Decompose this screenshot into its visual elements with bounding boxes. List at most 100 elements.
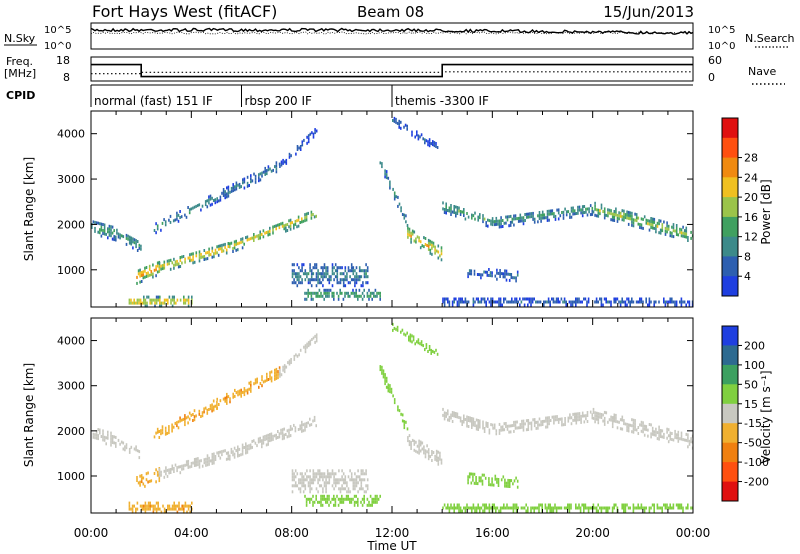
power-echo-cell bbox=[531, 297, 534, 301]
power-echo-cell bbox=[227, 188, 230, 192]
power-echo-cell bbox=[339, 291, 341, 295]
power-colorbar-tick-label: 12 bbox=[744, 231, 758, 244]
power-echo-cell bbox=[286, 223, 289, 226]
velocity-colorbar-tick-label: -50 bbox=[744, 437, 762, 450]
power-echo-cell bbox=[306, 275, 308, 279]
power-echo-cell bbox=[666, 230, 668, 234]
power-echo-cell bbox=[103, 223, 106, 227]
velocity-echo-cell bbox=[683, 438, 686, 442]
velocity-echo-cell bbox=[546, 419, 549, 423]
velocity-echo-cell bbox=[211, 458, 214, 462]
date-title: 15/Jun/2013 bbox=[603, 3, 694, 21]
velocity-echo-cell bbox=[458, 503, 460, 507]
power-echo-cell bbox=[242, 178, 244, 182]
power-echo-cell bbox=[629, 217, 632, 221]
power-echo-cell bbox=[491, 217, 494, 221]
power-echo-cell bbox=[226, 192, 228, 196]
power-echo-cell bbox=[352, 278, 355, 282]
velocity-echo-cell bbox=[304, 347, 307, 351]
power-echo-cell bbox=[393, 197, 396, 201]
velocity-echo-cell bbox=[245, 445, 247, 449]
velocity-echo-cell bbox=[355, 481, 358, 485]
power-echo-cell bbox=[397, 195, 399, 199]
power-echo-cell bbox=[103, 229, 106, 233]
power-echo-cell bbox=[474, 211, 476, 215]
power-echo-cell bbox=[125, 242, 128, 246]
velocity-echo-cell bbox=[257, 437, 260, 441]
power-echo-band bbox=[116, 228, 142, 252]
velocity-echo-cell bbox=[171, 426, 173, 430]
power-echo-cell bbox=[281, 224, 284, 228]
power-echo-cell bbox=[458, 297, 460, 301]
velocity-echo-cell bbox=[272, 434, 274, 438]
power-echo-cell bbox=[347, 266, 350, 270]
power-echo-cell bbox=[357, 297, 359, 301]
velocity-echo-cell bbox=[219, 399, 222, 403]
velocity-echo-cell bbox=[447, 503, 449, 507]
power-echo-cell bbox=[170, 301, 172, 305]
velocity-echo-cell bbox=[485, 424, 487, 428]
power-echo-cell bbox=[161, 221, 164, 225]
velocity-echo-cell bbox=[314, 340, 316, 344]
power-echo-cell bbox=[440, 246, 443, 250]
velocity-echo-cell bbox=[241, 449, 244, 453]
velocity-echo-cell bbox=[296, 354, 299, 358]
power-echo-cell bbox=[155, 268, 157, 272]
power-echo-cell bbox=[685, 232, 688, 236]
power-echo-cell bbox=[483, 217, 486, 221]
velocity-echo-cell bbox=[187, 415, 189, 419]
velocity-echo-cell bbox=[416, 444, 419, 448]
power-echo-cell bbox=[651, 223, 654, 227]
velocity-echo-cell bbox=[360, 487, 363, 491]
velocity-echo-cell bbox=[265, 437, 268, 441]
power-echo-cell bbox=[344, 278, 347, 282]
power-echo-cell bbox=[595, 214, 598, 218]
power-echo-cell bbox=[144, 298, 147, 302]
power-echo-cell bbox=[477, 218, 479, 222]
power-echo-cell bbox=[578, 208, 581, 212]
velocity-echo-cell bbox=[505, 481, 508, 485]
velocity-echo-cell bbox=[336, 481, 339, 485]
power-echo-cell bbox=[424, 141, 426, 145]
power-echo-cell bbox=[163, 263, 166, 267]
power-echo-cell bbox=[315, 214, 317, 218]
velocity-echo-cell bbox=[677, 433, 680, 437]
power-echo-cell bbox=[562, 210, 565, 214]
velocity-echo-cell bbox=[293, 475, 295, 479]
power-echo-cell bbox=[581, 300, 583, 304]
power-echo-cell bbox=[616, 219, 619, 223]
velocity-colorbar-frame bbox=[721, 325, 739, 502]
velocity-echo-cell bbox=[310, 487, 313, 491]
velocity-echo-cell bbox=[241, 443, 244, 447]
velocity-echo-cell bbox=[229, 457, 231, 461]
power-echo-cell bbox=[99, 231, 101, 235]
power-echo-cell bbox=[229, 245, 231, 249]
velocity-echo-cell bbox=[309, 500, 311, 504]
velocity-echo-cell bbox=[586, 411, 589, 414]
velocity-echo-cell bbox=[226, 401, 228, 405]
power-echo-cell bbox=[307, 134, 310, 138]
power-echo-cell bbox=[152, 275, 154, 279]
velocity-echo-cell bbox=[95, 433, 98, 437]
velocity-echo-cell bbox=[165, 472, 167, 476]
power-echo-cell bbox=[288, 219, 290, 223]
power-echo-cell bbox=[190, 258, 193, 262]
velocity-echo-cell bbox=[346, 481, 348, 485]
velocity-echo-cell bbox=[253, 439, 255, 443]
velocity-echo-cell bbox=[556, 418, 558, 422]
velocity-echo-cell bbox=[171, 429, 173, 433]
power-echo-cell bbox=[310, 210, 313, 214]
power-echo-cell bbox=[499, 272, 501, 275]
power-echo-cell bbox=[318, 278, 321, 282]
power-echo-cell bbox=[163, 266, 166, 270]
power-echo-cell bbox=[368, 294, 370, 298]
power-echo-cell bbox=[310, 272, 313, 276]
power-echo-cell bbox=[520, 300, 523, 304]
power-echo-cell bbox=[241, 237, 244, 241]
velocity-echo-cell bbox=[611, 419, 614, 423]
power-echo-cell bbox=[161, 264, 164, 268]
power-echo-cell bbox=[198, 253, 201, 257]
power-echo-cell bbox=[424, 243, 427, 246]
power-echo-cell bbox=[669, 234, 672, 238]
power-echo-cell bbox=[363, 275, 366, 279]
